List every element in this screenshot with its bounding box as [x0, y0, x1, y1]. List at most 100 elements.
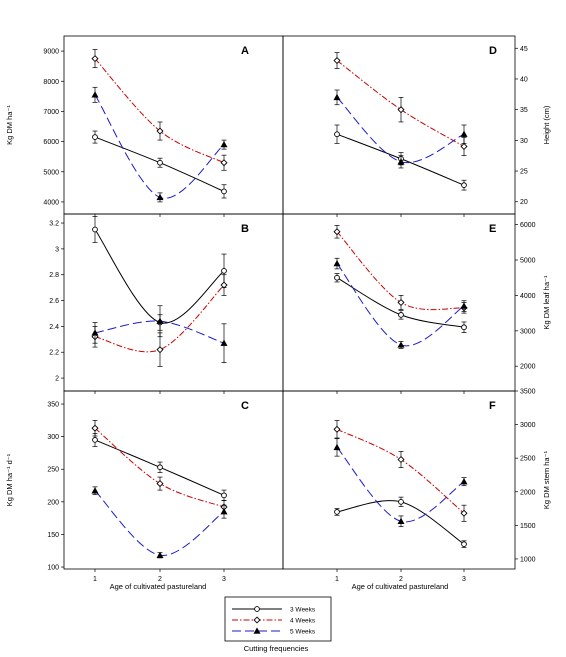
- data-point: [91, 55, 99, 63]
- data-point: [333, 443, 341, 451]
- y-tick-label: 25: [520, 169, 528, 176]
- series-line: [94, 229, 225, 324]
- y-tick-label: 9000: [43, 49, 59, 56]
- y-tick-label: 1500: [520, 523, 536, 530]
- panel-frame: [282, 390, 516, 570]
- data-point: [91, 91, 99, 98]
- data-point: [397, 455, 405, 464]
- data-point: [334, 274, 340, 281]
- panels-layer: 4000 5000 6000 7000 8000 9000 A Kg DM ha⁻¹ 20 25 3…: [5, 35, 551, 583]
- y-tick-label: 2000: [520, 489, 536, 496]
- panel-frame: [282, 35, 516, 215]
- series-line: [94, 284, 225, 353]
- series-4-weeks: [333, 420, 468, 522]
- data-point: [460, 130, 468, 137]
- y-tick-label: 20: [520, 199, 528, 206]
- y-axis-label: Kg DM leaf ha⁻¹: [542, 275, 551, 329]
- series-4-weeks: [91, 419, 228, 514]
- y-tick-label: 7000: [43, 109, 59, 116]
- y-tick-label: 3: [55, 246, 59, 253]
- y-tick-label: 3000: [520, 328, 536, 335]
- y-tick-label: 250: [47, 467, 59, 474]
- legend-label: 5 Weeks: [290, 629, 316, 636]
- y-tick-label: 200: [47, 499, 59, 506]
- data-point: [398, 312, 404, 318]
- y-axis-label: Kg DM ha⁻¹ d⁻¹: [5, 453, 14, 506]
- y-tick-label: 2.4: [49, 324, 59, 331]
- data-point: [221, 188, 227, 195]
- legend-entry-3-weeks: 3 Weeks: [232, 606, 316, 614]
- series-5-weeks: [91, 305, 228, 363]
- y-tick-label: 350: [47, 402, 59, 409]
- panel-frame: [63, 390, 284, 570]
- data-point: [156, 127, 164, 135]
- y-tick-label: 2: [55, 376, 59, 383]
- panel-frame: [63, 213, 284, 392]
- panel-e: 2000 3000 4000 5000 6000 E Kg DM leaf ha⁻¹: [282, 213, 551, 394]
- y-tick-label: 8000: [43, 79, 59, 86]
- series-5-weeks: [333, 438, 468, 528]
- y-tick-label: 35: [520, 107, 528, 114]
- legend-marker: [254, 606, 260, 612]
- legend-marker: [253, 627, 261, 634]
- y-tick-label: 5000: [43, 169, 59, 176]
- series-line: [94, 58, 225, 164]
- x-tick-label: 3: [222, 576, 226, 583]
- series-3-weeks: [334, 124, 467, 191]
- data-point: [156, 551, 164, 559]
- y-tick-label: 6000: [43, 139, 59, 146]
- data-point: [157, 464, 163, 471]
- legend: 3 Weeks 4 Weeks 5 Weeks: [224, 596, 332, 642]
- series-4-weeks: [91, 49, 228, 171]
- data-point: [221, 267, 227, 274]
- y-tick-label: 45: [520, 46, 528, 53]
- series-line: [336, 60, 465, 147]
- legend-title: Cutting frequencies: [244, 644, 309, 653]
- data-point: [156, 193, 164, 201]
- panel-label-f: F: [489, 400, 496, 412]
- legend-box: [224, 596, 332, 642]
- series-4-weeks: [333, 224, 468, 314]
- series-3-weeks: [334, 496, 467, 548]
- data-point: [461, 182, 467, 189]
- series-3-weeks: [92, 433, 227, 501]
- series-5-weeks: [91, 486, 228, 559]
- data-point: [92, 134, 98, 140]
- series-line: [336, 231, 465, 311]
- data-point: [220, 140, 228, 148]
- y-tick-label: 2000: [520, 364, 536, 371]
- panel-frame: [63, 35, 284, 215]
- data-point: [460, 302, 468, 309]
- data-point: [460, 478, 468, 485]
- data-point: [397, 517, 405, 525]
- series-5-weeks: [91, 86, 228, 203]
- y-tick-label: 2500: [520, 456, 536, 463]
- y-tick-label: 300: [47, 434, 59, 441]
- y-tick-label: 3000: [520, 422, 536, 429]
- data-point: [397, 106, 405, 114]
- y-tick-label: 1000: [520, 556, 536, 563]
- panel-label-d: D: [489, 45, 497, 57]
- data-point: [221, 492, 227, 499]
- y-axis-label: Kg DM stem ha⁻¹: [542, 450, 551, 509]
- series-4-weeks: [91, 274, 228, 367]
- y-tick-label: 4000: [43, 199, 59, 206]
- series-5-weeks: [333, 89, 468, 169]
- panel-label-c: C: [241, 400, 249, 412]
- y-axis-label: Height (cm): [542, 105, 551, 144]
- data-point: [397, 298, 405, 307]
- y-tick-label: 5000: [520, 258, 536, 265]
- data-point: [156, 480, 164, 488]
- panel-f: 1000 1500 2000 2500 3000 3500 1 2 3 F Kg DM stem h…: [282, 389, 551, 583]
- data-point: [333, 259, 341, 267]
- y-tick-label: 4000: [520, 293, 536, 300]
- panel-b: 2 2.2 2.4 2.6 2.8 3 3.2 B: [49, 213, 284, 394]
- y-tick-label: 2.2: [49, 350, 59, 357]
- data-point: [220, 159, 228, 167]
- legend-label: 3 Weeks: [290, 607, 316, 614]
- data-point: [460, 142, 468, 151]
- x-tick-label: 2: [399, 576, 403, 583]
- panel-label-a: A: [241, 45, 249, 57]
- data-point: [220, 281, 228, 289]
- data-point: [334, 131, 340, 138]
